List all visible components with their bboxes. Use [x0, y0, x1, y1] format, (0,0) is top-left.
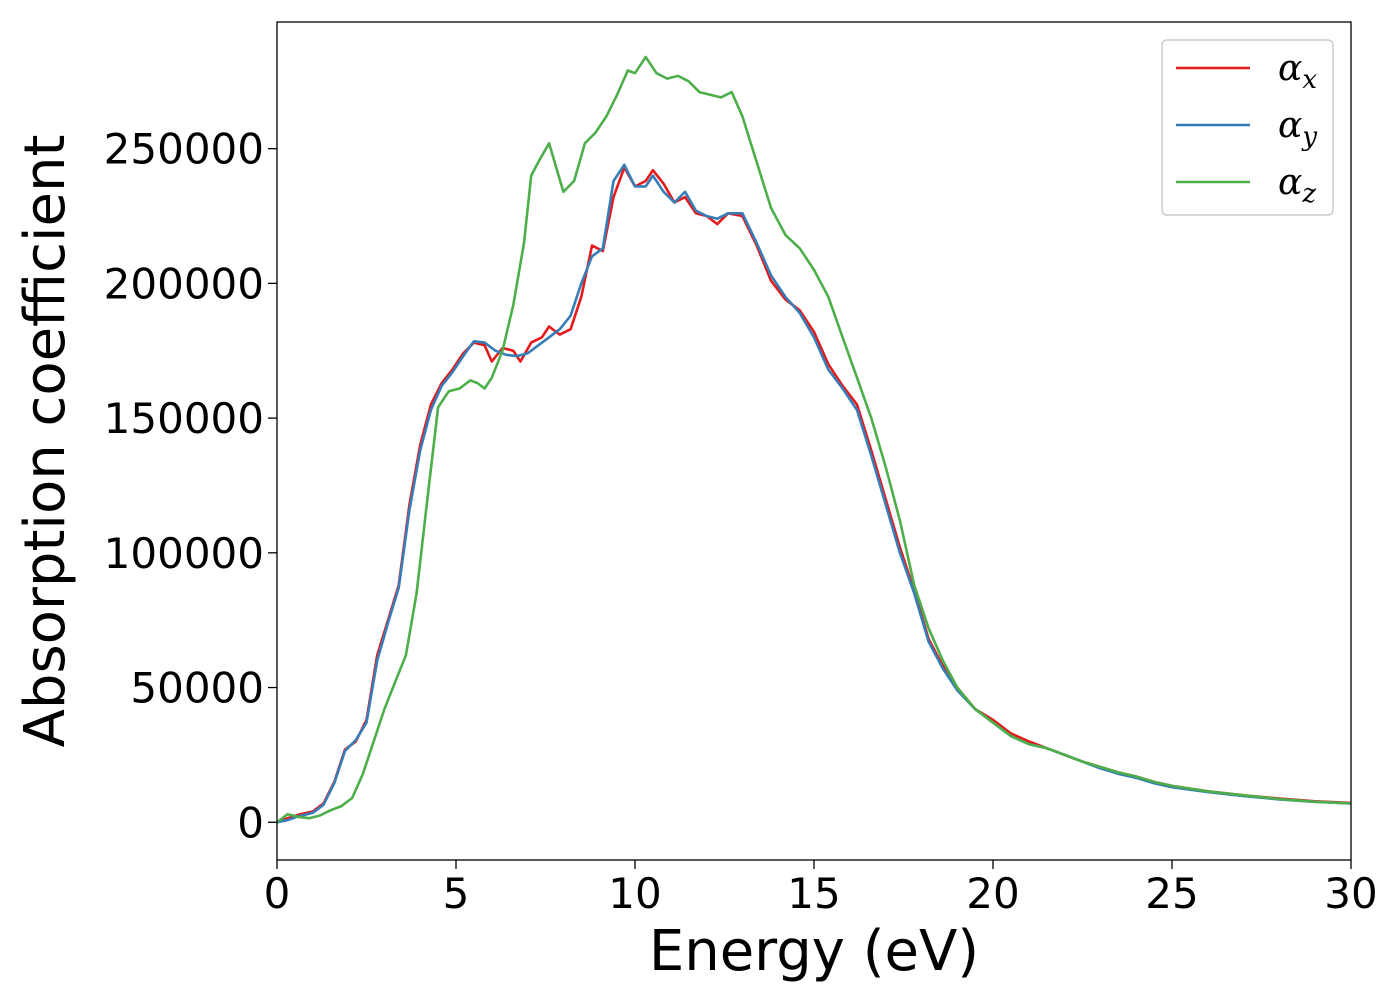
legend-label-symbol: α: [1278, 105, 1302, 146]
series-line-alpha-z: [276, 55, 1352, 824]
legend-label-alpha-x: αx: [1278, 48, 1317, 95]
series-line-alpha-y: [276, 163, 1352, 824]
x-tick-label: 0: [264, 869, 291, 918]
legend-box: [1161, 39, 1334, 216]
legend-label-alpha-z: αz: [1278, 162, 1316, 209]
series-line-alpha-x: [276, 166, 1352, 824]
y-tick-label: 50000: [130, 664, 264, 713]
legend-label-subscript: y: [1301, 122, 1317, 152]
y-tick-label: 0: [237, 798, 264, 847]
legend-label-subscript: x: [1302, 65, 1317, 95]
plot-lines: [276, 55, 1352, 824]
x-axis-title: Energy (eV): [649, 919, 979, 984]
legend-label-symbol: α: [1278, 48, 1302, 89]
x-tick-label: 20: [966, 869, 1019, 918]
legend-label-subscript: z: [1301, 179, 1316, 209]
x-tick-label: 10: [608, 869, 661, 918]
y-tick-label: 250000: [104, 125, 264, 174]
y-tick-label: 150000: [104, 394, 264, 443]
legend-label-alpha-y: αy: [1278, 105, 1317, 152]
x-tick-label: 15: [787, 869, 840, 918]
x-tick-label: 5: [443, 869, 470, 918]
y-tick-label: 200000: [104, 259, 264, 308]
y-axis-ticks: 0 50000 100000 150000 200000 250000: [104, 125, 277, 847]
x-tick-label: 30: [1324, 869, 1377, 918]
x-tick-label: 25: [1145, 869, 1198, 918]
y-tick-label: 100000: [104, 529, 264, 578]
legend-label-symbol: α: [1278, 162, 1302, 203]
y-axis-title: Absorption coefficient: [13, 135, 78, 748]
x-axis-ticks: 0 5 10 15 20 25 30: [264, 860, 1378, 918]
